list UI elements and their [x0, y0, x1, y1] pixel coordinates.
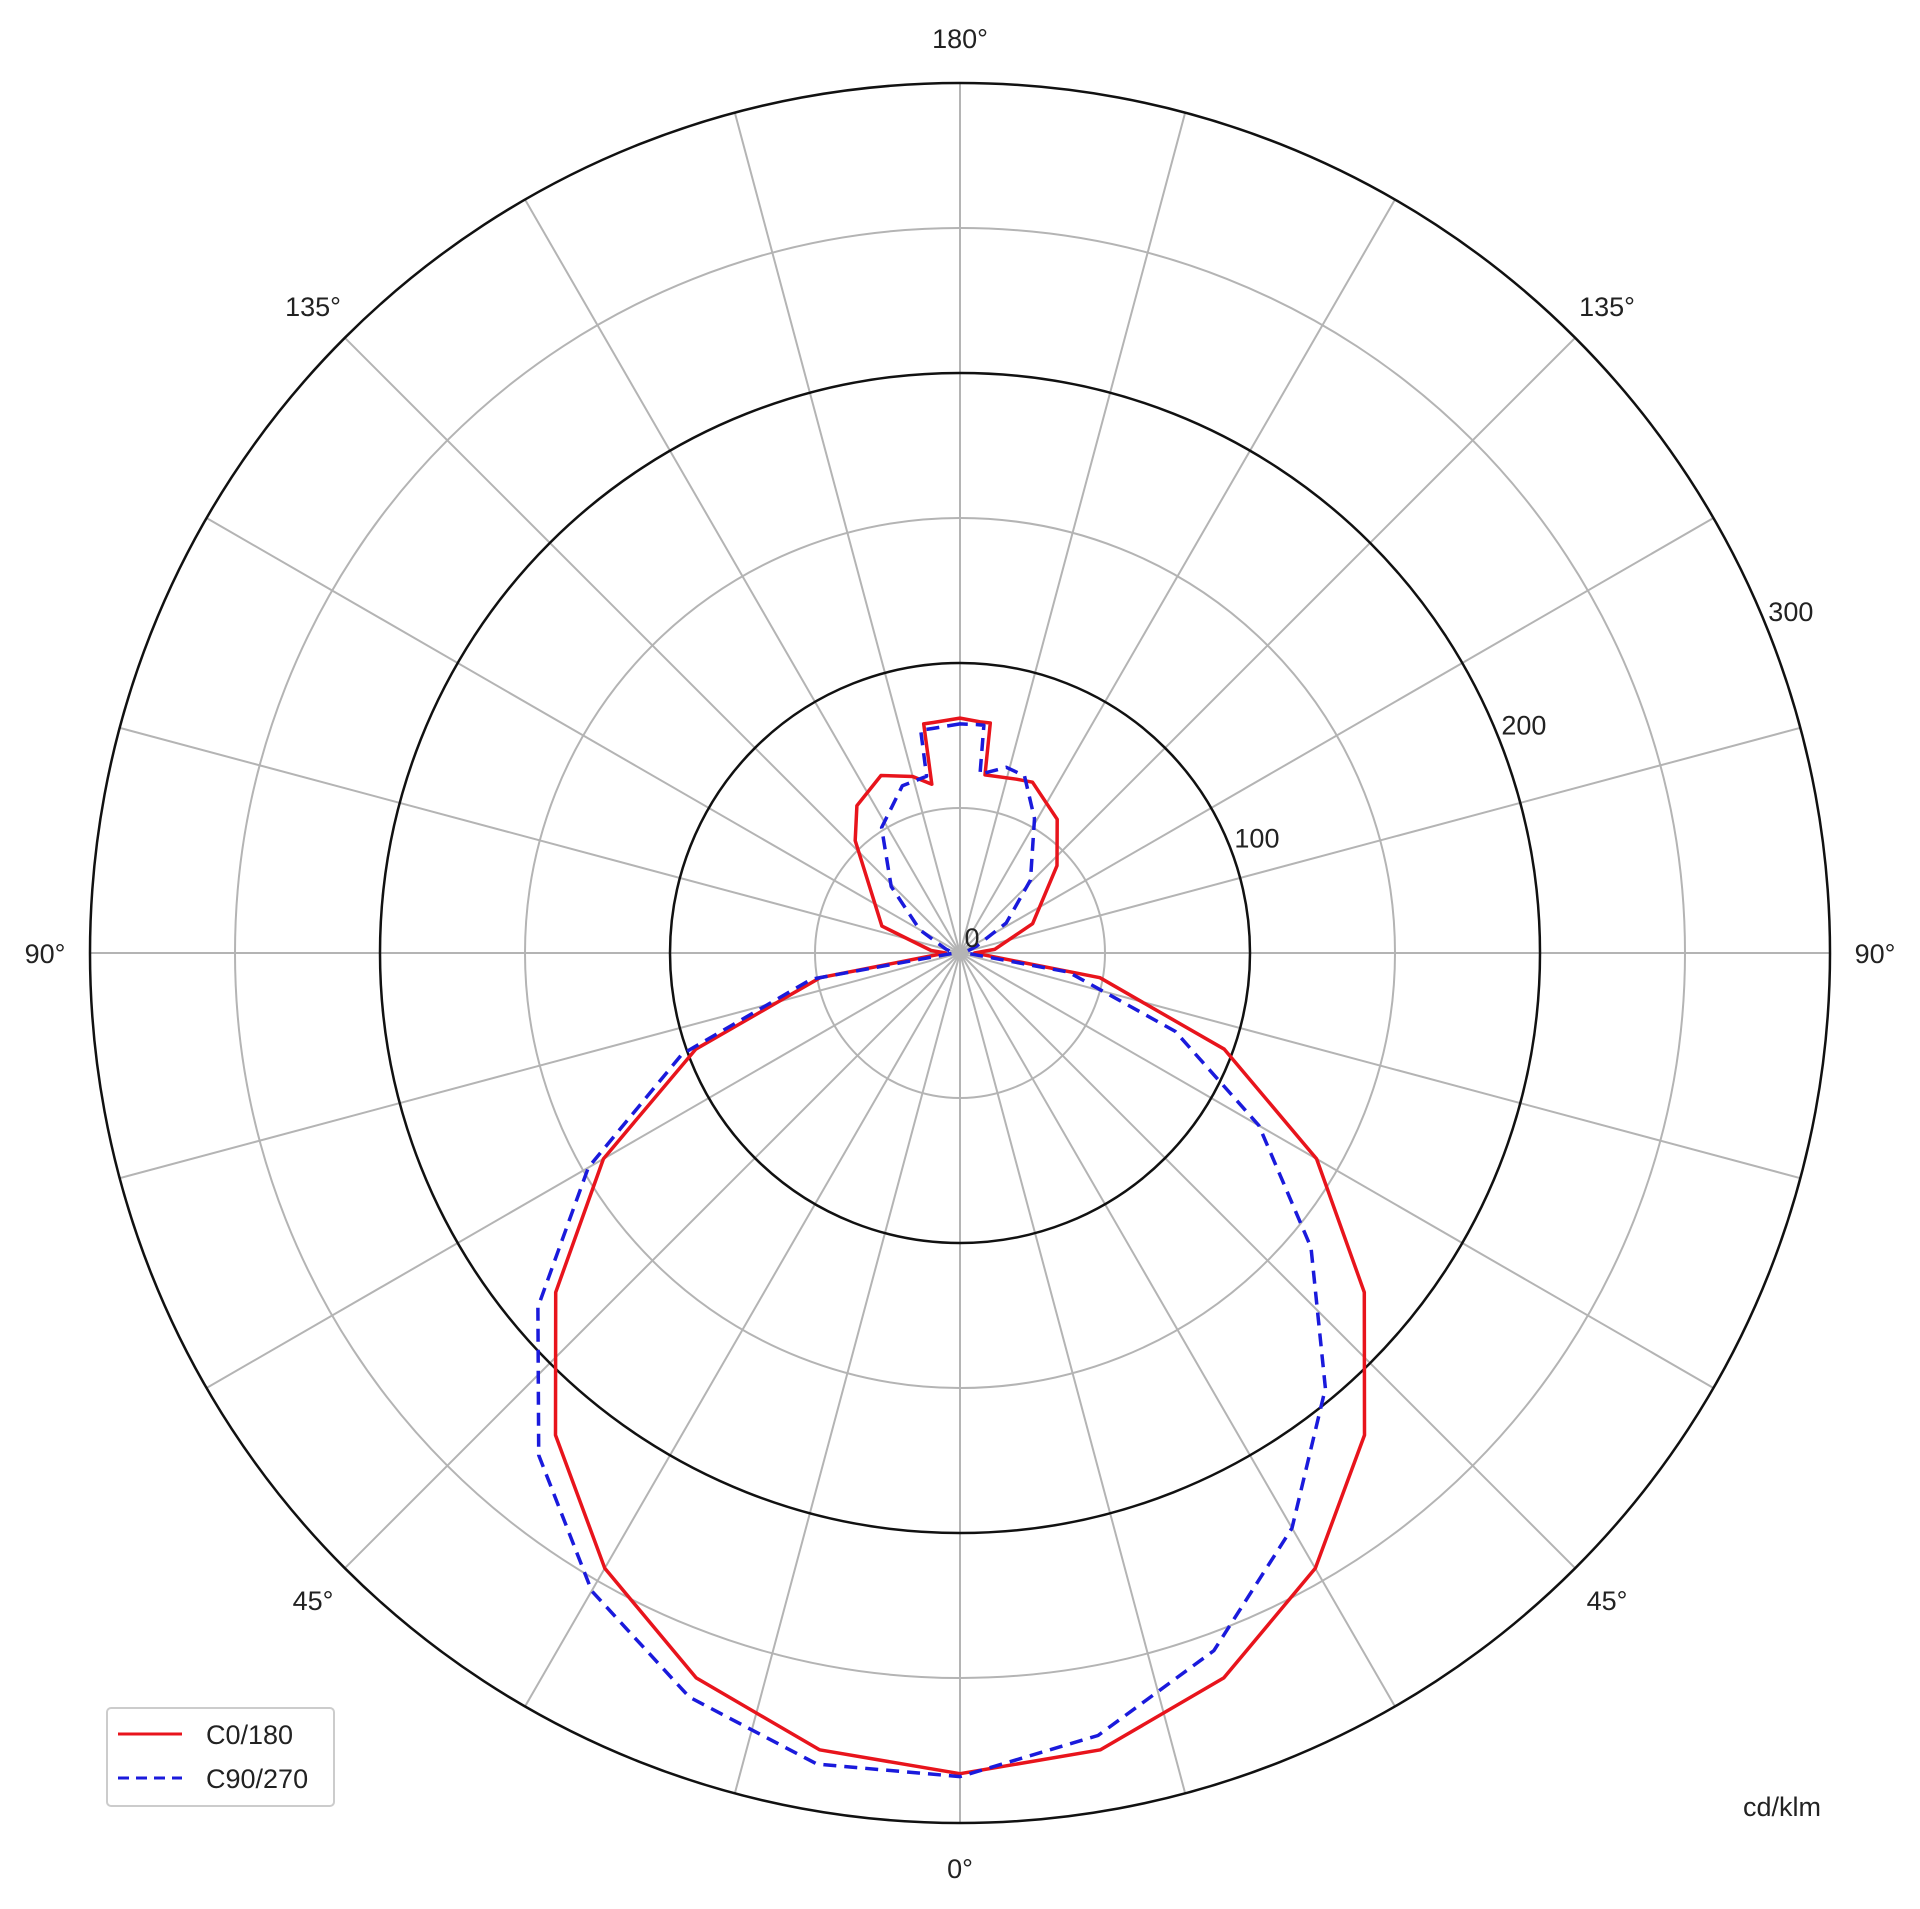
spoke	[119, 952, 961, 1180]
polar-grid	[88, 81, 1832, 1825]
spoke	[344, 337, 961, 954]
spoke	[959, 726, 1801, 954]
spoke	[959, 952, 1714, 1389]
legend: C0/180 C90/270	[106, 1707, 335, 1807]
axis-labels: 180° 135° 135° 90° 90° 45° 45° 0° 0 100 200 300	[25, 24, 1896, 1884]
curves	[536, 716, 1367, 1779]
major-ring	[88, 81, 1832, 1825]
spoke	[524, 199, 961, 954]
angle-label: 135°	[1579, 292, 1635, 322]
unit-label: cd/klm	[1743, 1792, 1821, 1822]
angle-label: 135°	[285, 292, 341, 322]
spoke	[119, 726, 961, 954]
spoke	[959, 337, 1576, 954]
angle-label: 90°	[25, 939, 66, 969]
angle-label: 180°	[932, 24, 988, 54]
spoke	[959, 952, 1801, 1180]
angle-label: 45°	[293, 1586, 334, 1616]
spoke	[524, 952, 961, 1707]
angle-label: 45°	[1587, 1586, 1628, 1616]
radial-tick-label: 0	[964, 923, 979, 953]
spoke	[344, 952, 961, 1569]
radial-tick-label: 300	[1768, 597, 1813, 627]
spoke	[206, 517, 961, 954]
radial-tick-label: 100	[1234, 824, 1279, 854]
spoke	[733, 952, 961, 1794]
spoke	[959, 952, 1396, 1707]
spoke	[959, 952, 1187, 1794]
spoke	[959, 952, 1576, 1569]
major-ring	[668, 661, 1252, 1245]
angle-label: 90°	[1855, 939, 1896, 969]
major-ring	[378, 371, 1542, 1535]
spoke	[959, 199, 1396, 954]
series-curve-C0-180	[553, 716, 1367, 1776]
legend-label-c0-180: C0/180	[206, 1720, 293, 1750]
legend-label-c90-270: C90/270	[206, 1764, 308, 1794]
angle-label: 0°	[947, 1854, 973, 1884]
spoke	[206, 952, 961, 1389]
radial-tick-label: 200	[1501, 710, 1546, 740]
spoke	[959, 112, 1187, 954]
spoke	[733, 112, 961, 954]
spoke	[959, 517, 1714, 954]
series-curve-C90-270	[536, 722, 1328, 1779]
